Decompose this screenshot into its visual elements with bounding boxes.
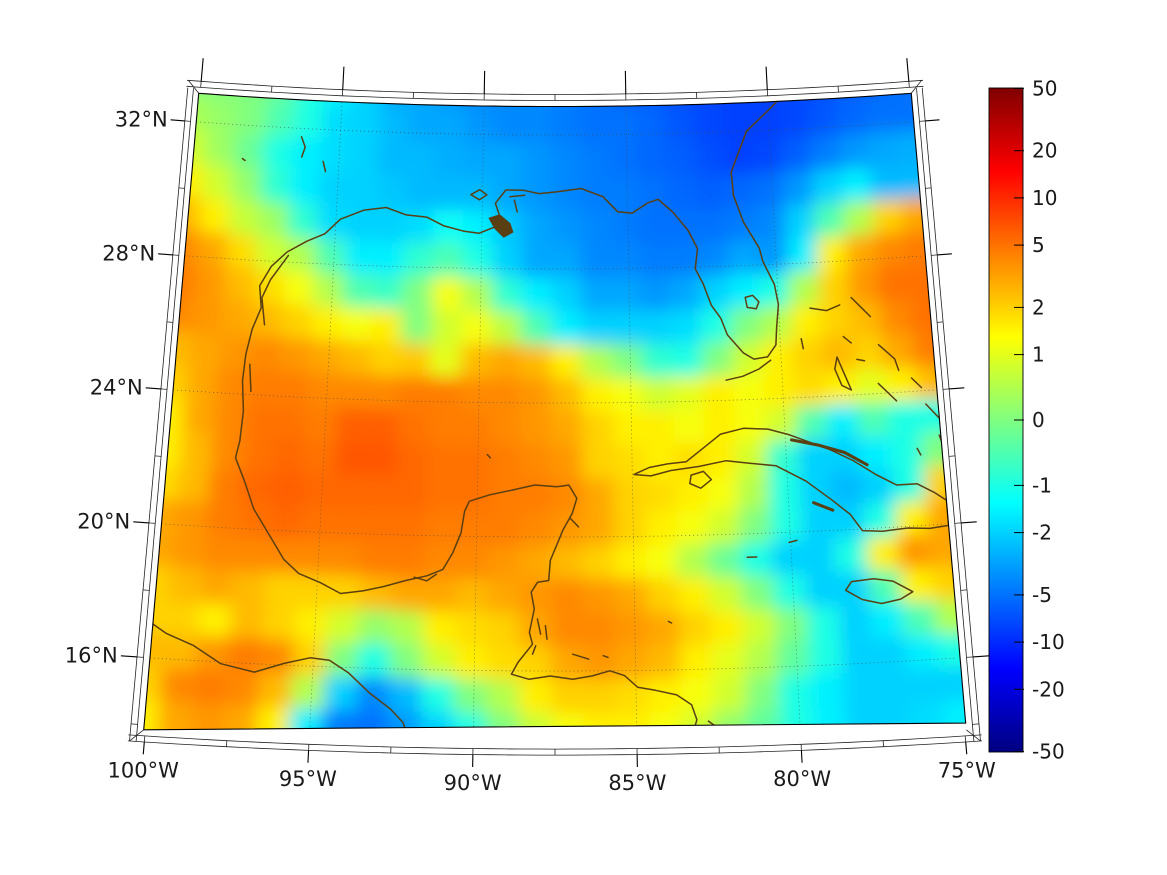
lat-tick-label: 20°N [77, 510, 130, 534]
colorbar-gradient [988, 87, 1024, 753]
coastline-jardines-de-la-reina-cays [812, 501, 835, 512]
lat-tick-label: 32°N [115, 108, 168, 132]
colorbar-tick-label: 10 [1032, 186, 1057, 210]
colorbar-tick-label: -10 [1032, 630, 1065, 654]
lat-tick-label: 16°N [65, 644, 118, 668]
coastline-laguna-madre-tamaulipas [249, 363, 252, 393]
coastline-pacific-coast [144, 617, 410, 730]
coastline-bimini [800, 337, 805, 350]
coastline-jamaica [844, 578, 914, 605]
coastline-texas-reservoir-east [322, 160, 327, 173]
coastline-mississippi-sound-islands [509, 194, 526, 198]
coastline-new-providence [856, 358, 866, 362]
lat-tick-label: 28°N [102, 242, 155, 266]
coastline-cayman-brac [788, 539, 798, 544]
coastline-alacranes-reef [486, 453, 492, 459]
coastline-exuma-cays [877, 382, 898, 402]
coastline-abaco [850, 296, 872, 318]
coastline-florida-keys [725, 359, 772, 381]
coastline-belize-reef-south [544, 625, 548, 640]
coastline-texas-reservoir-central [300, 136, 306, 158]
coastline-belize-reef-north [536, 618, 542, 635]
colorbar-tick-label: -5 [1032, 583, 1052, 607]
coastline-cuba-north-cays [790, 438, 869, 467]
coastlines [144, 97, 950, 730]
colorbar-tick-label: 0 [1032, 408, 1045, 432]
coastline-mexico-central-america-coast [234, 328, 698, 730]
heatmap-field [143, 93, 966, 730]
colorbar-tick-label: 50 [1032, 76, 1057, 100]
colorbar-tick-label: -20 [1032, 677, 1065, 701]
coastline-grand-bahama [809, 304, 841, 312]
coastline-long-island-bahamas [925, 403, 941, 419]
colorbar-tick-label: 5 [1032, 233, 1045, 257]
lon-tick-label: 95°W [279, 767, 337, 791]
map-frame [120, 58, 990, 767]
coastline-bay-islands-guanaja [602, 654, 609, 659]
coastline-bay-islands-roatan [571, 653, 590, 660]
coastline-texas-barrier-islands [261, 254, 290, 326]
coastline-cuba [633, 427, 950, 532]
lon-tick-label: 75°W [938, 758, 996, 782]
graticule-gridlines [149, 101, 957, 730]
lon-tick-label: 100°W [108, 758, 180, 782]
colorbar-tick-label: -2 [1032, 521, 1052, 545]
coastline-ragged-island [916, 447, 922, 456]
coastline-isla-de-la-juventud [689, 470, 713, 489]
coastline-mississippi-delta-marsh [488, 214, 514, 238]
colorbar-tick-label: 2 [1032, 295, 1045, 319]
lon-tick-label: 85°W [608, 771, 666, 795]
lon-tick-label: 90°W [444, 771, 502, 795]
coastline-us-gulf-and-atlantic-coast [251, 97, 782, 360]
colorbar-tick-label: -50 [1032, 740, 1065, 764]
lat-tick-label: 24°N [90, 376, 143, 400]
colorbar-tick-label: -1 [1032, 473, 1052, 497]
colorbar-tick-label: 20 [1032, 139, 1057, 163]
coastline-swan-islands [667, 620, 673, 624]
coastline-cozumel [569, 517, 580, 528]
coastline-lake-okeechobee [744, 294, 760, 310]
coastline-cat-island [910, 377, 923, 389]
coastline-texas-reservoir-west [241, 157, 246, 162]
coastline-berry-islands [842, 335, 852, 344]
coastline-chandeleur-islands [513, 199, 518, 213]
coastline-laguna-de-terminos [413, 573, 438, 582]
coastline-eleuthera [877, 343, 900, 372]
axis-tick-labels: 100°W 95°W 90°W 85°W 80°W 75°W 32°N 28°N 24°N 20°… [65, 108, 996, 795]
coastline-andros [834, 356, 853, 391]
coastline-lake-pontchartrain [470, 188, 488, 201]
coastline-belize-cays [531, 645, 537, 655]
lon-tick-label: 80°W [773, 767, 831, 791]
colorbar-tick-label: 1 [1032, 343, 1045, 367]
